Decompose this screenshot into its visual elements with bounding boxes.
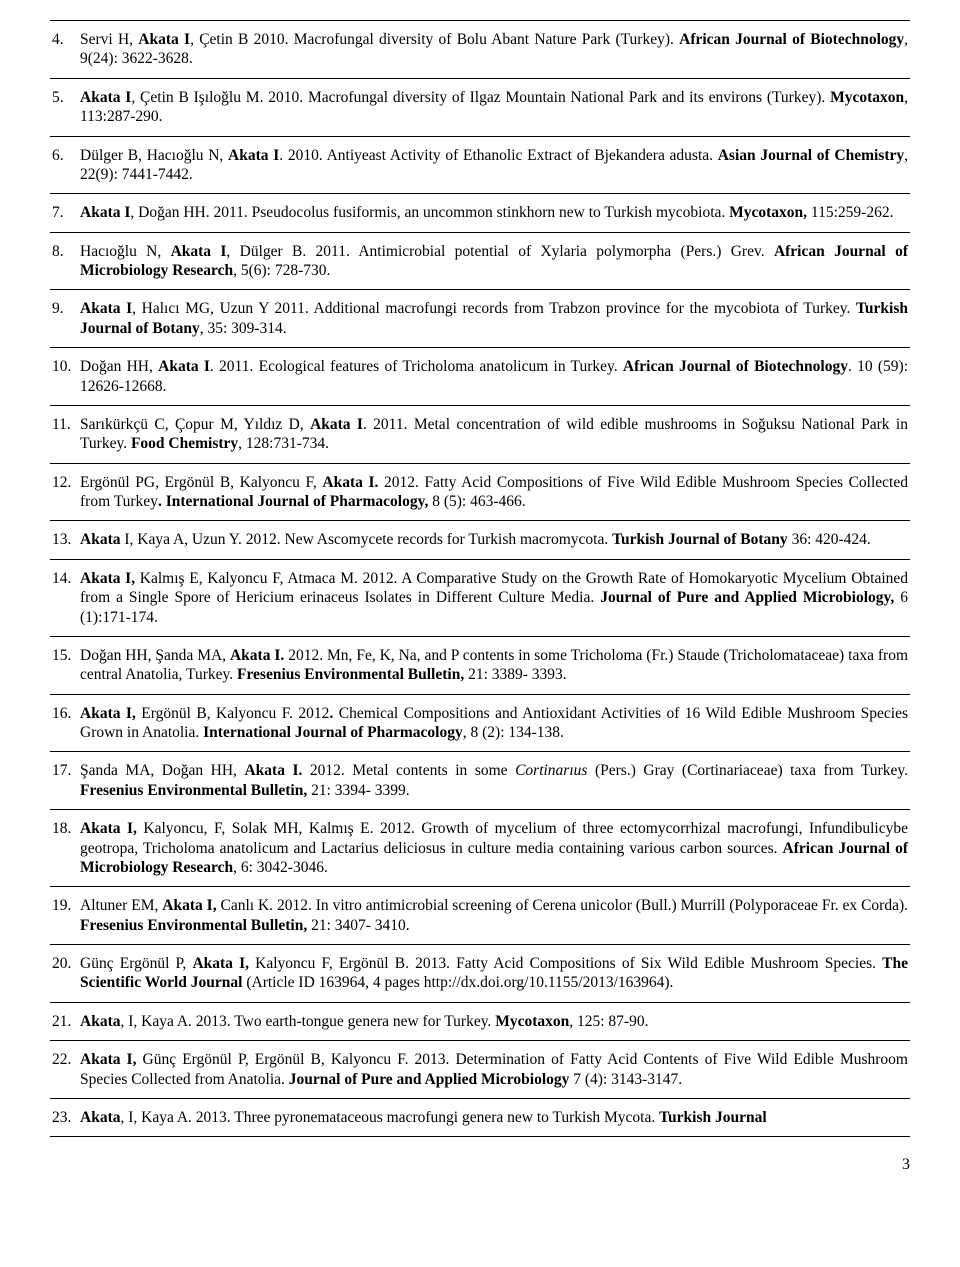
entry-text: Sarıkürkçü C, Çopur M, Yıldız D, Akata I… — [80, 415, 908, 454]
entry-number: 7. — [52, 203, 80, 222]
entry-number: 5. — [52, 88, 80, 127]
reference-entry: 13.Akata I, Kaya A, Uzun Y. 2012. New As… — [50, 521, 910, 559]
entry-text: Akata, I, Kaya A. 2013. Two earth-tongue… — [80, 1012, 908, 1031]
entry-number: 23. — [52, 1108, 80, 1127]
reference-entry: 16.Akata I, Ergönül B, Kalyoncu F. 2012.… — [50, 695, 910, 753]
entry-number: 15. — [52, 646, 80, 685]
entry-number: 10. — [52, 357, 80, 396]
reference-entry: 11.Sarıkürkçü C, Çopur M, Yıldız D, Akat… — [50, 406, 910, 464]
reference-entry: 8.Hacıoğlu N, Akata I, Dülger B. 2011. A… — [50, 233, 910, 291]
entry-text: Akata I, Kalyoncu, F, Solak MH, Kalmış E… — [80, 819, 908, 877]
reference-entry: 20.Günç Ergönül P, Akata I, Kalyoncu F, … — [50, 945, 910, 1003]
entry-text: Servi H, Akata I, Çetin B 2010. Macrofun… — [80, 30, 908, 69]
entry-text: Akata I, Doğan HH. 2011. Pseudocolus fus… — [80, 203, 908, 222]
entry-text: Ergönül PG, Ergönül B, Kalyoncu F, Akata… — [80, 473, 908, 512]
entry-text: Akata I, Çetin B Işıloğlu M. 2010. Macro… — [80, 88, 908, 127]
entry-text: Doğan HH, Şanda MA, Akata I. 2012. Mn, F… — [80, 646, 908, 685]
entry-text: Akata I, Halıcı MG, Uzun Y 2011. Additio… — [80, 299, 908, 338]
reference-entry: 14.Akata I, Kalmış E, Kalyoncu F, Atmaca… — [50, 560, 910, 637]
entry-number: 8. — [52, 242, 80, 281]
reference-entry: 18.Akata I, Kalyoncu, F, Solak MH, Kalmı… — [50, 810, 910, 887]
entry-text: Günç Ergönül P, Akata I, Kalyoncu F, Erg… — [80, 954, 908, 993]
entry-text: Hacıoğlu N, Akata I, Dülger B. 2011. Ant… — [80, 242, 908, 281]
entry-number: 9. — [52, 299, 80, 338]
entry-number: 13. — [52, 530, 80, 549]
entry-number: 21. — [52, 1012, 80, 1031]
entry-text: Akata I, Kaya A, Uzun Y. 2012. New Ascom… — [80, 530, 908, 549]
reference-list: 4.Servi H, Akata I, Çetin B 2010. Macrof… — [50, 20, 910, 1137]
reference-entry: 12.Ergönül PG, Ergönül B, Kalyoncu F, Ak… — [50, 464, 910, 522]
reference-entry: 9.Akata I, Halıcı MG, Uzun Y 2011. Addit… — [50, 290, 910, 348]
reference-entry: 10.Doğan HH, Akata I. 2011. Ecological f… — [50, 348, 910, 406]
reference-entry: 15.Doğan HH, Şanda MA, Akata I. 2012. Mn… — [50, 637, 910, 695]
reference-entry: 17.Şanda MA, Doğan HH, Akata I. 2012. Me… — [50, 752, 910, 810]
entry-text: Akata I, Ergönül B, Kalyoncu F. 2012. Ch… — [80, 704, 908, 743]
entry-number: 4. — [52, 30, 80, 69]
entry-text: Doğan HH, Akata I. 2011. Ecological feat… — [80, 357, 908, 396]
entry-text: Akata I, Kalmış E, Kalyoncu F, Atmaca M.… — [80, 569, 908, 627]
entry-number: 11. — [52, 415, 80, 454]
reference-entry: 5.Akata I, Çetin B Işıloğlu M. 2010. Mac… — [50, 79, 910, 137]
entry-number: 19. — [52, 896, 80, 935]
entry-number: 18. — [52, 819, 80, 877]
entry-text: Akata I, Günç Ergönül P, Ergönül B, Kaly… — [80, 1050, 908, 1089]
entry-number: 12. — [52, 473, 80, 512]
entry-number: 22. — [52, 1050, 80, 1089]
entry-text: Dülger B, Hacıoğlu N, Akata I. 2010. Ant… — [80, 146, 908, 185]
reference-entry: 21.Akata, I, Kaya A. 2013. Two earth-ton… — [50, 1003, 910, 1041]
reference-entry: 6.Dülger B, Hacıoğlu N, Akata I. 2010. A… — [50, 137, 910, 195]
entry-number: 20. — [52, 954, 80, 993]
reference-entry: 23.Akata, I, Kaya A. 2013. Three pyronem… — [50, 1099, 910, 1137]
entry-number: 17. — [52, 761, 80, 800]
reference-entry: 7.Akata I, Doğan HH. 2011. Pseudocolus f… — [50, 194, 910, 232]
entry-text: Şanda MA, Doğan HH, Akata I. 2012. Metal… — [80, 761, 908, 800]
entry-number: 14. — [52, 569, 80, 627]
entry-text: Altuner EM, Akata I, Canlı K. 2012. In v… — [80, 896, 908, 935]
reference-entry: 19.Altuner EM, Akata I, Canlı K. 2012. I… — [50, 887, 910, 945]
reference-entry: 4.Servi H, Akata I, Çetin B 2010. Macrof… — [50, 20, 910, 79]
entry-text: Akata, I, Kaya A. 2013. Three pyronemata… — [80, 1108, 908, 1127]
entry-number: 6. — [52, 146, 80, 185]
entry-number: 16. — [52, 704, 80, 743]
reference-entry: 22.Akata I, Günç Ergönül P, Ergönül B, K… — [50, 1041, 910, 1099]
page-number: 3 — [50, 1155, 910, 1175]
